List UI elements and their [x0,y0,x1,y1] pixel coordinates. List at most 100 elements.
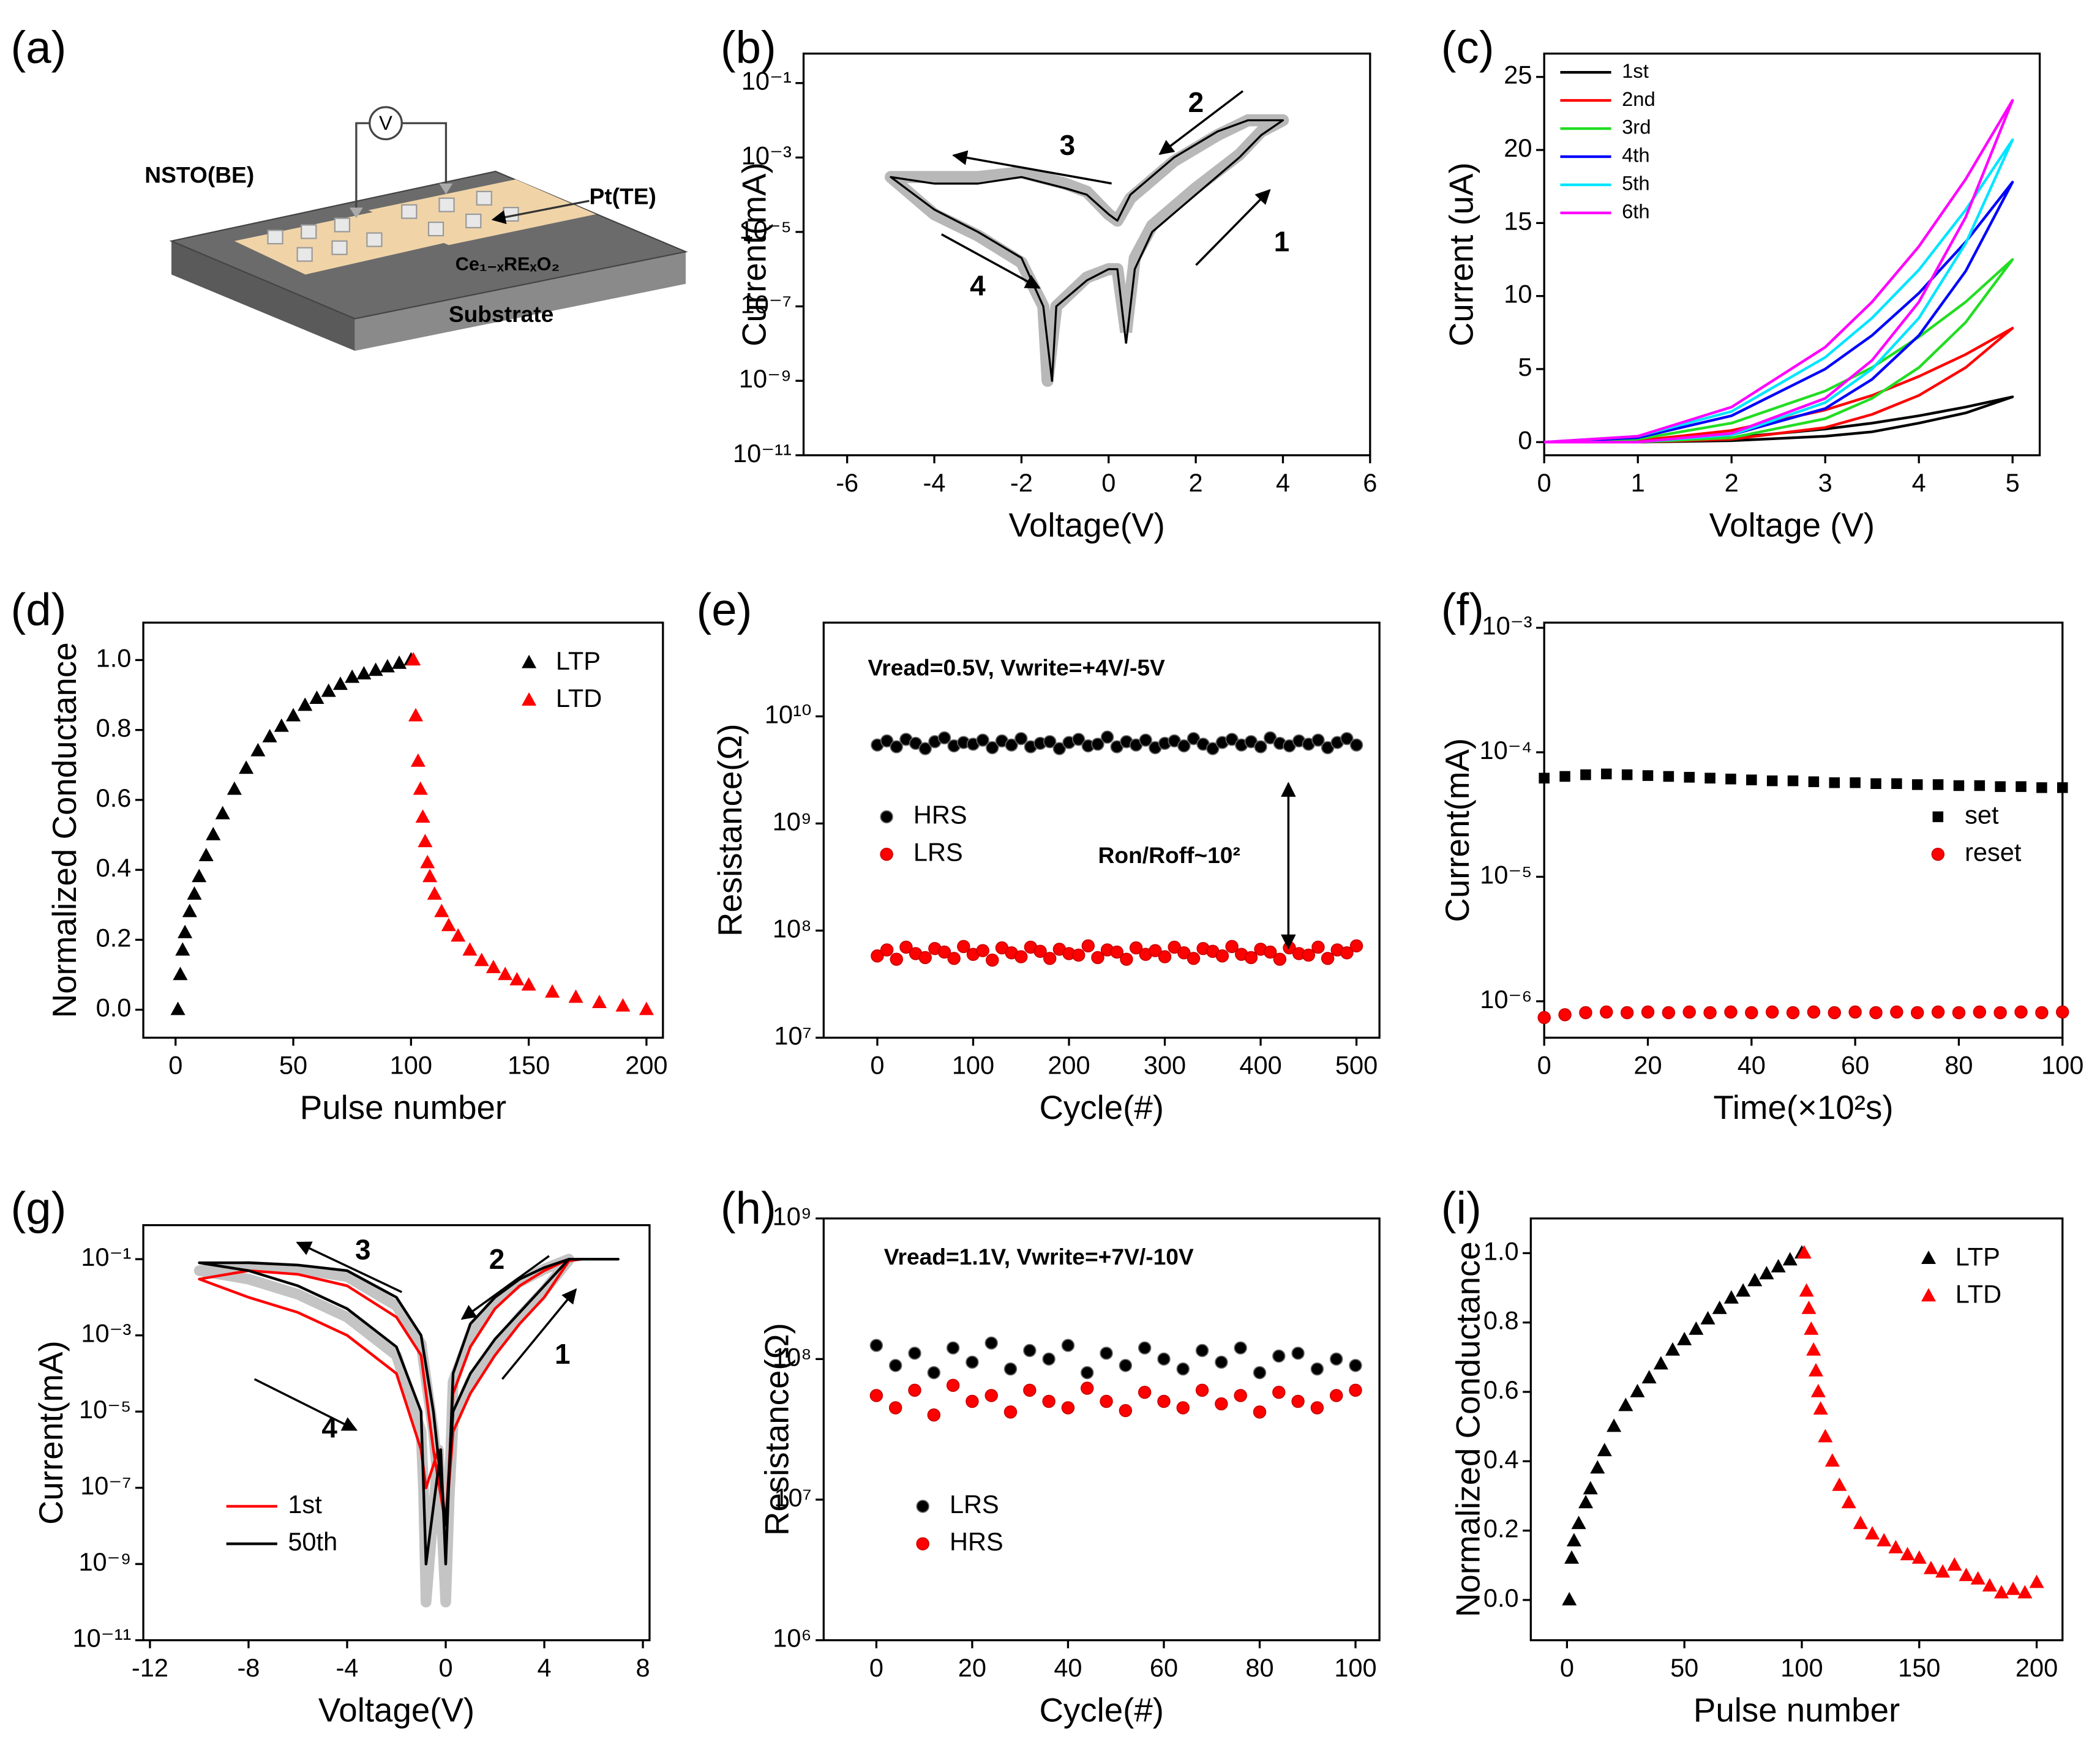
y-tick-label: 10⁶ [773,1624,811,1653]
data-point [986,953,999,967]
data-point [1052,742,1067,755]
data-point [227,781,242,795]
data-point [215,806,230,820]
y-tick-label: 10⁸ [773,1342,812,1371]
data-point [274,718,289,732]
panel-label: (h) [721,1183,776,1233]
y-tick-label: 10⁷ [774,1021,811,1050]
plot-frame [822,621,1381,1039]
data-point [1023,1344,1037,1358]
data-point [410,753,426,767]
data-point [345,669,360,683]
data-point [888,1401,902,1415]
data-point [1712,1300,1727,1314]
data-point [2057,782,2068,793]
data-point [1853,1516,1868,1530]
data-point [1157,1352,1171,1366]
x-tick-label: 80 [1245,1653,1273,1682]
data-point [1215,1397,1228,1411]
data-point [937,945,951,959]
data-point [1932,779,1944,790]
y-tick-label: 0.6 [96,783,132,812]
data-point [1003,1362,1018,1376]
data-point [1993,1006,2007,1020]
data-point [1601,768,1612,780]
annotation: 4 [970,269,986,301]
film-pad-right [368,179,596,245]
data-point [1291,1394,1305,1408]
data-point [1263,945,1277,959]
data-point [1195,1344,1209,1358]
data-point [1725,773,1736,785]
y-tick-label: 10⁻³ [1482,611,1532,640]
y-tick-label: 10⁻¹¹ [73,1624,132,1653]
data-point [1043,952,1057,965]
data-point [1158,950,1172,963]
x-tick-label: 5 [2006,468,2020,497]
y-tick-label: 0.6 [1483,1375,1519,1404]
x-axis-label: Voltage(V) [1009,506,1165,544]
data-point [1043,735,1057,749]
data-point [1771,1258,1786,1273]
annotation: Vread=0.5V, Vwrite=+4V/-5V [868,655,1165,681]
legend-swatch [916,1537,929,1550]
annotation: Ron/Roff~10² [1098,842,1240,868]
data-point [1311,940,1325,954]
data-point [1799,1283,1814,1297]
plot-frame [802,52,1371,457]
y-tick-label: 10⁻⁷ [80,1471,131,1500]
data-point [1139,733,1152,747]
data-point [1829,777,1840,788]
data-point [175,942,190,956]
legend-label: 50th [288,1527,337,1556]
data-point [1682,1005,1696,1019]
data-point [947,952,961,965]
data-point [474,952,489,966]
data-point [1081,939,1095,953]
annotation-arrow [460,1255,550,1320]
x-axis-label: Cycle(#) [1039,1691,1164,1729]
data-point [368,662,383,676]
x-axis-label: Cycle(#) [1039,1088,1164,1126]
y-tick-label: 10⁻⁵ [739,215,791,244]
data-point [1973,1005,1987,1019]
data-point [1888,1539,1903,1553]
data-line [1544,181,2014,444]
data-point [2016,781,2027,792]
y-tick-label: 10⁻⁶ [1480,985,1532,1014]
legend-label: set [1965,800,1999,829]
data-point [420,854,435,869]
data-point [1061,1339,1075,1352]
label-substrate: Substrate [449,301,553,327]
data-point [1953,780,1965,791]
data-point [408,708,424,722]
data-point [1832,1477,1847,1491]
x-axis-label: Voltage(V) [318,1691,474,1729]
y-tick-label: 1.0 [1483,1236,1519,1265]
data-point [899,940,913,954]
panel-label: (c) [1441,22,1494,73]
y-tick-label: 10⁻⁵ [79,1395,131,1424]
y-axis-label: Current (uA) [1442,162,1480,346]
x-tick-label: 100 [390,1050,432,1079]
legend-label: HRS [913,800,967,829]
data-point [1850,777,1861,788]
y-tick-label: 10⁹ [773,807,812,835]
x-axis-label: Voltage (V) [1709,506,1875,544]
data-point [918,742,932,755]
x-tick-label: 8 [636,1653,650,1682]
data-point [568,989,583,1003]
y-axis-label: Current(mA) [735,162,773,346]
x-tick-label: 2 [1725,468,1739,497]
data-point [262,728,277,742]
legend-swatch [1921,1288,1937,1302]
data-point [1848,1005,1862,1019]
y-tick-label: 10⁻¹ [741,67,792,95]
data-point [986,741,999,755]
data-point [1254,740,1267,753]
data-point [1302,948,1316,962]
annotation: 1 [1274,225,1290,257]
data-point [1042,1352,1056,1366]
data-point [1195,1383,1209,1397]
annotation-arrow [1195,189,1271,266]
